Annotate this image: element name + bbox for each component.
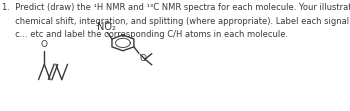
Text: c... etc and label the corresponding C/H atoms in each molecule.: c... etc and label the corresponding C/H… <box>1 30 288 39</box>
Text: O: O <box>139 54 146 63</box>
Text: NO₂: NO₂ <box>97 22 116 32</box>
Text: 1.  Predict (draw) the ¹H NMR and ¹³C NMR spectra for each molecule. Your illust: 1. Predict (draw) the ¹H NMR and ¹³C NMR… <box>1 3 350 12</box>
Text: chemical shift, integration, and splitting (where appropriate). Label each signa: chemical shift, integration, and splitti… <box>1 17 350 26</box>
Text: O: O <box>41 40 48 49</box>
